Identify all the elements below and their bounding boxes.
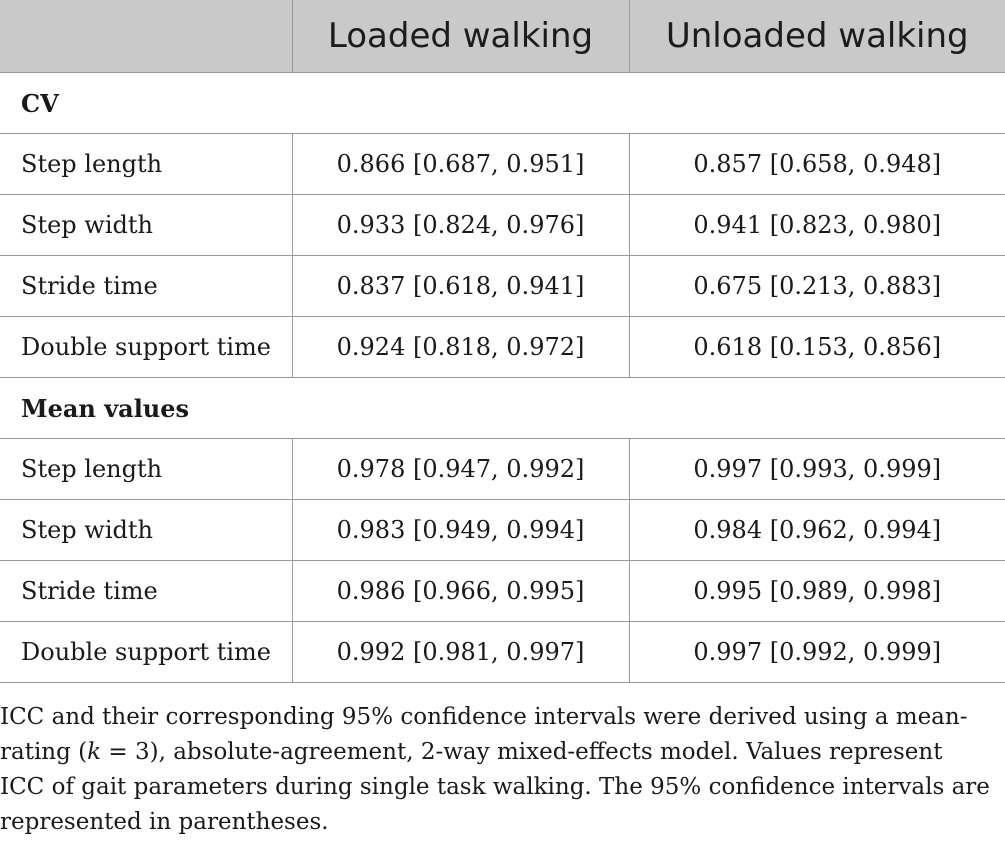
header-row: Loaded walking Unloaded walking: [0, 0, 1005, 73]
table-header: Loaded walking Unloaded walking: [0, 0, 1005, 73]
row-label: Double support time: [0, 621, 293, 683]
section-row-mean-values: Mean values: [0, 377, 1005, 439]
table-row: Double support time 0.992 [0.981, 0.997]…: [0, 621, 1005, 683]
table-row: Stride time 0.986 [0.966, 0.995] 0.995 […: [0, 560, 1005, 622]
header-cell-loaded-walking: Loaded walking: [291, 0, 629, 73]
footnote-text-start: ICC and their corresponding 95% confiden…: [0, 704, 968, 765]
table-row: Step width 0.983 [0.949, 0.994] 0.984 [0…: [0, 499, 1005, 561]
unloaded-value: 0.941 [0.823, 0.980]: [628, 194, 1005, 256]
section-title: CV: [0, 72, 1005, 134]
row-label: Step width: [0, 499, 293, 561]
table-footnote: ICC and their corresponding 95% confiden…: [0, 700, 990, 840]
unloaded-value: 0.984 [0.962, 0.994]: [628, 499, 1005, 561]
row-label: Stride time: [0, 560, 293, 622]
header-cell-empty: [0, 0, 292, 73]
header-cell-unloaded-walking: Unloaded walking: [628, 0, 1005, 73]
loaded-value: 0.978 [0.947, 0.992]: [291, 438, 630, 500]
unloaded-value: 0.857 [0.658, 0.948]: [628, 133, 1005, 195]
unloaded-value: 0.997 [0.993, 0.999]: [628, 438, 1005, 500]
row-label: Step length: [0, 438, 293, 500]
section-title: Mean values: [0, 377, 1005, 439]
loaded-value: 0.924 [0.818, 0.972]: [291, 316, 630, 378]
table-row: Step length 0.866 [0.687, 0.951] 0.857 […: [0, 133, 1005, 195]
loaded-value: 0.986 [0.966, 0.995]: [291, 560, 630, 622]
unloaded-value: 0.997 [0.992, 0.999]: [628, 621, 1005, 683]
footnote-k-variable: k: [87, 739, 102, 765]
icc-table: Loaded walking Unloaded walking CV Step …: [0, 0, 1005, 683]
table-row: Double support time 0.924 [0.818, 0.972]…: [0, 316, 1005, 378]
loaded-value: 0.992 [0.981, 0.997]: [291, 621, 630, 683]
table-row: Step width 0.933 [0.824, 0.976] 0.941 [0…: [0, 194, 1005, 256]
row-label: Step length: [0, 133, 293, 195]
table-row: Stride time 0.837 [0.618, 0.941] 0.675 […: [0, 255, 1005, 317]
unloaded-value: 0.675 [0.213, 0.883]: [628, 255, 1005, 317]
loaded-value: 0.933 [0.824, 0.976]: [291, 194, 630, 256]
table-body: CV Step length 0.866 [0.687, 0.951] 0.85…: [0, 72, 1005, 683]
row-label: Stride time: [0, 255, 293, 317]
loaded-value: 0.983 [0.949, 0.994]: [291, 499, 630, 561]
loaded-value: 0.866 [0.687, 0.951]: [291, 133, 630, 195]
footnote-text-end: = 3), absolute-agreement, 2-way mixed-ef…: [0, 739, 990, 835]
row-label: Step width: [0, 194, 293, 256]
section-row-cv: CV: [0, 72, 1005, 134]
table-row: Step length 0.978 [0.947, 0.992] 0.997 […: [0, 438, 1005, 500]
row-label: Double support time: [0, 316, 293, 378]
unloaded-value: 0.995 [0.989, 0.998]: [628, 560, 1005, 622]
unloaded-value: 0.618 [0.153, 0.856]: [628, 316, 1005, 378]
loaded-value: 0.837 [0.618, 0.941]: [291, 255, 630, 317]
